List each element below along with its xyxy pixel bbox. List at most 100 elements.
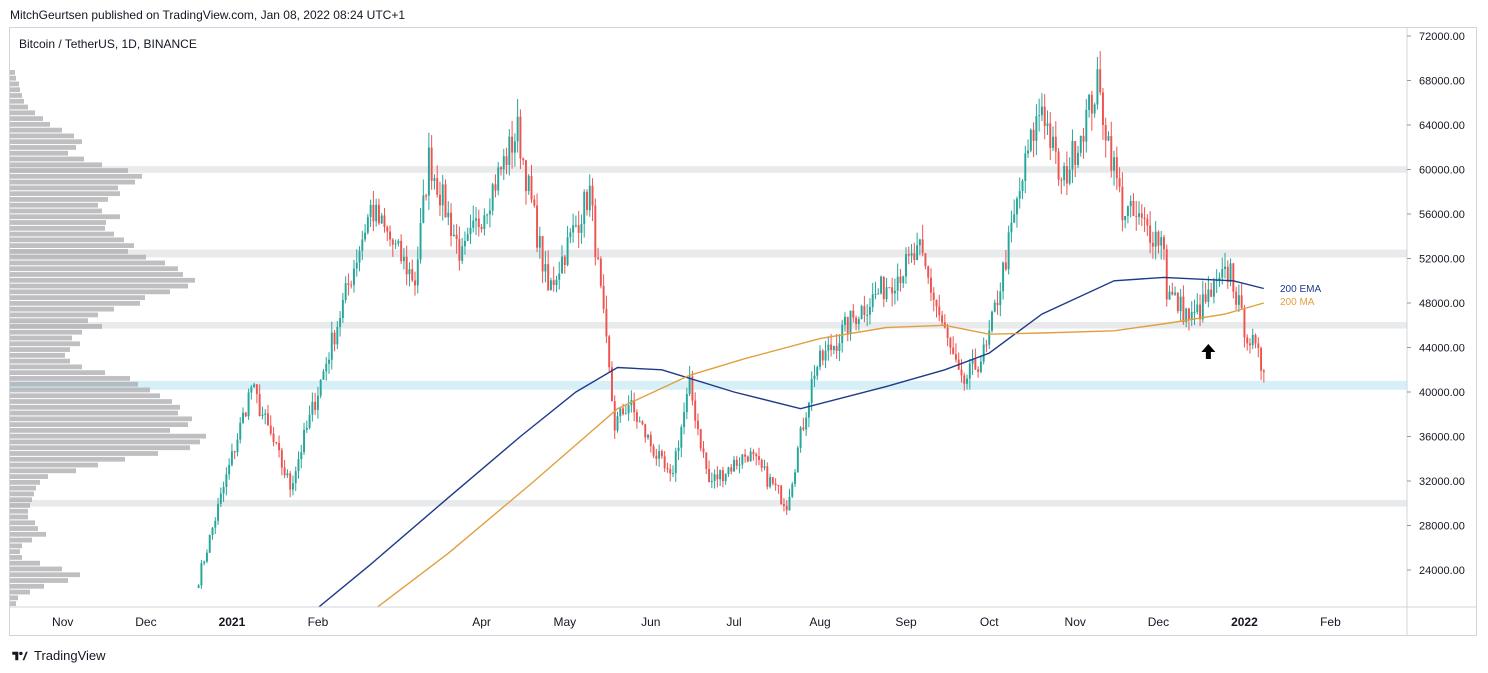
volume-profile-row — [10, 121, 50, 127]
candle-body — [863, 306, 866, 315]
candle-body — [1074, 141, 1077, 165]
volume-profile-row — [10, 110, 35, 116]
volume-profile-row — [10, 520, 35, 526]
candle-body — [824, 350, 827, 361]
candle-body — [1179, 296, 1182, 312]
candle-body — [516, 116, 519, 142]
candle-body — [794, 472, 797, 485]
candle-body — [208, 534, 211, 553]
candle-body — [835, 345, 838, 351]
candle-body — [1146, 219, 1149, 226]
volume-profile-row — [10, 162, 102, 168]
volume-profile-row — [10, 75, 16, 81]
candle-body — [283, 467, 286, 476]
candle-body — [328, 359, 330, 364]
candle-body — [1190, 312, 1193, 320]
volume-profile-row — [10, 260, 165, 266]
candle-body — [1168, 291, 1171, 300]
candle-body — [591, 185, 594, 206]
candle-body — [1046, 123, 1049, 126]
candle-body — [1254, 335, 1257, 344]
volume-profile-row — [10, 462, 98, 468]
y-tick-label: 48000.00 — [1419, 298, 1465, 310]
volume-profile-row — [10, 116, 43, 121]
candle-body — [910, 253, 913, 256]
candle-body — [397, 240, 400, 244]
candle-body — [561, 256, 563, 274]
candle-body — [549, 280, 552, 291]
candle-body — [524, 160, 527, 192]
candle-body — [261, 414, 264, 416]
footer-brand[interactable]: TradingView — [10, 648, 106, 663]
candle-body — [425, 195, 428, 197]
candle-body — [316, 395, 319, 410]
x-tick-label: Jun — [641, 615, 660, 629]
volume-profile-row — [10, 468, 76, 474]
candle-body — [802, 427, 805, 430]
candle-body — [960, 369, 963, 376]
candle-body — [996, 302, 999, 306]
candle-body — [821, 350, 824, 361]
candle-body — [1099, 69, 1102, 93]
volume-profile-row — [10, 410, 178, 416]
volume-profile-row — [10, 456, 125, 462]
volume-profile-row — [10, 254, 146, 260]
candle-body — [455, 234, 458, 240]
candle-body — [769, 477, 772, 487]
candle-body — [311, 401, 314, 415]
candle-body — [1165, 249, 1168, 300]
volume-profile-row — [10, 503, 30, 508]
ema-200-label: 200 EMA — [1280, 284, 1321, 295]
y-tick-label: 36000.00 — [1419, 432, 1465, 444]
candle-body — [885, 287, 888, 300]
candle-body — [344, 283, 347, 300]
candle-body — [608, 336, 611, 368]
candle-body — [916, 245, 919, 261]
candle-body — [1007, 232, 1010, 270]
candle-body — [253, 384, 256, 388]
candle-body — [1207, 289, 1210, 302]
candle-body — [269, 425, 272, 434]
volume-profile-row — [10, 589, 30, 595]
candle-body — [741, 454, 744, 465]
volume-profile-row — [10, 150, 68, 156]
candle-body — [1052, 136, 1054, 148]
candle-body — [1032, 129, 1035, 141]
candle-body — [744, 454, 747, 457]
candle-body — [247, 392, 250, 417]
candle-body — [935, 299, 938, 307]
y-tick-label: 28000.00 — [1419, 521, 1465, 533]
volume-profile-row — [10, 497, 32, 503]
candle-body — [289, 473, 292, 490]
candle-body — [444, 184, 447, 218]
volume-profile-row — [10, 197, 108, 202]
candle-body — [408, 269, 411, 275]
footer-brand-label: TradingView — [34, 648, 106, 663]
symbol-label[interactable]: Bitcoin / TetherUS, 1D, BINANCE — [19, 37, 197, 51]
candle-body — [569, 232, 572, 238]
candle-body — [1187, 308, 1190, 320]
volume-profile-row — [10, 335, 72, 341]
candle-body — [219, 493, 222, 504]
candle-body — [974, 359, 977, 370]
candle-body — [217, 503, 220, 521]
volume-profile-row — [10, 347, 70, 352]
candle-body — [491, 184, 494, 211]
candle-body — [452, 234, 455, 237]
candle-body — [647, 434, 649, 438]
zone-band-0 — [10, 166, 1407, 173]
volume-profile-row — [10, 289, 170, 295]
x-tick-label: Oct — [980, 615, 999, 629]
candle-body — [735, 459, 738, 466]
x-tick-label: Dec — [1148, 615, 1169, 629]
volume-profile-row — [10, 595, 18, 601]
volume-profile-row — [10, 191, 120, 197]
candle-body — [702, 448, 705, 453]
candle-body — [1249, 343, 1251, 346]
ma-200-line — [376, 302, 1264, 607]
volume-profile-row — [10, 491, 34, 497]
candle-body — [1013, 214, 1016, 223]
candle-body — [1196, 304, 1199, 312]
candle-body — [660, 451, 663, 457]
